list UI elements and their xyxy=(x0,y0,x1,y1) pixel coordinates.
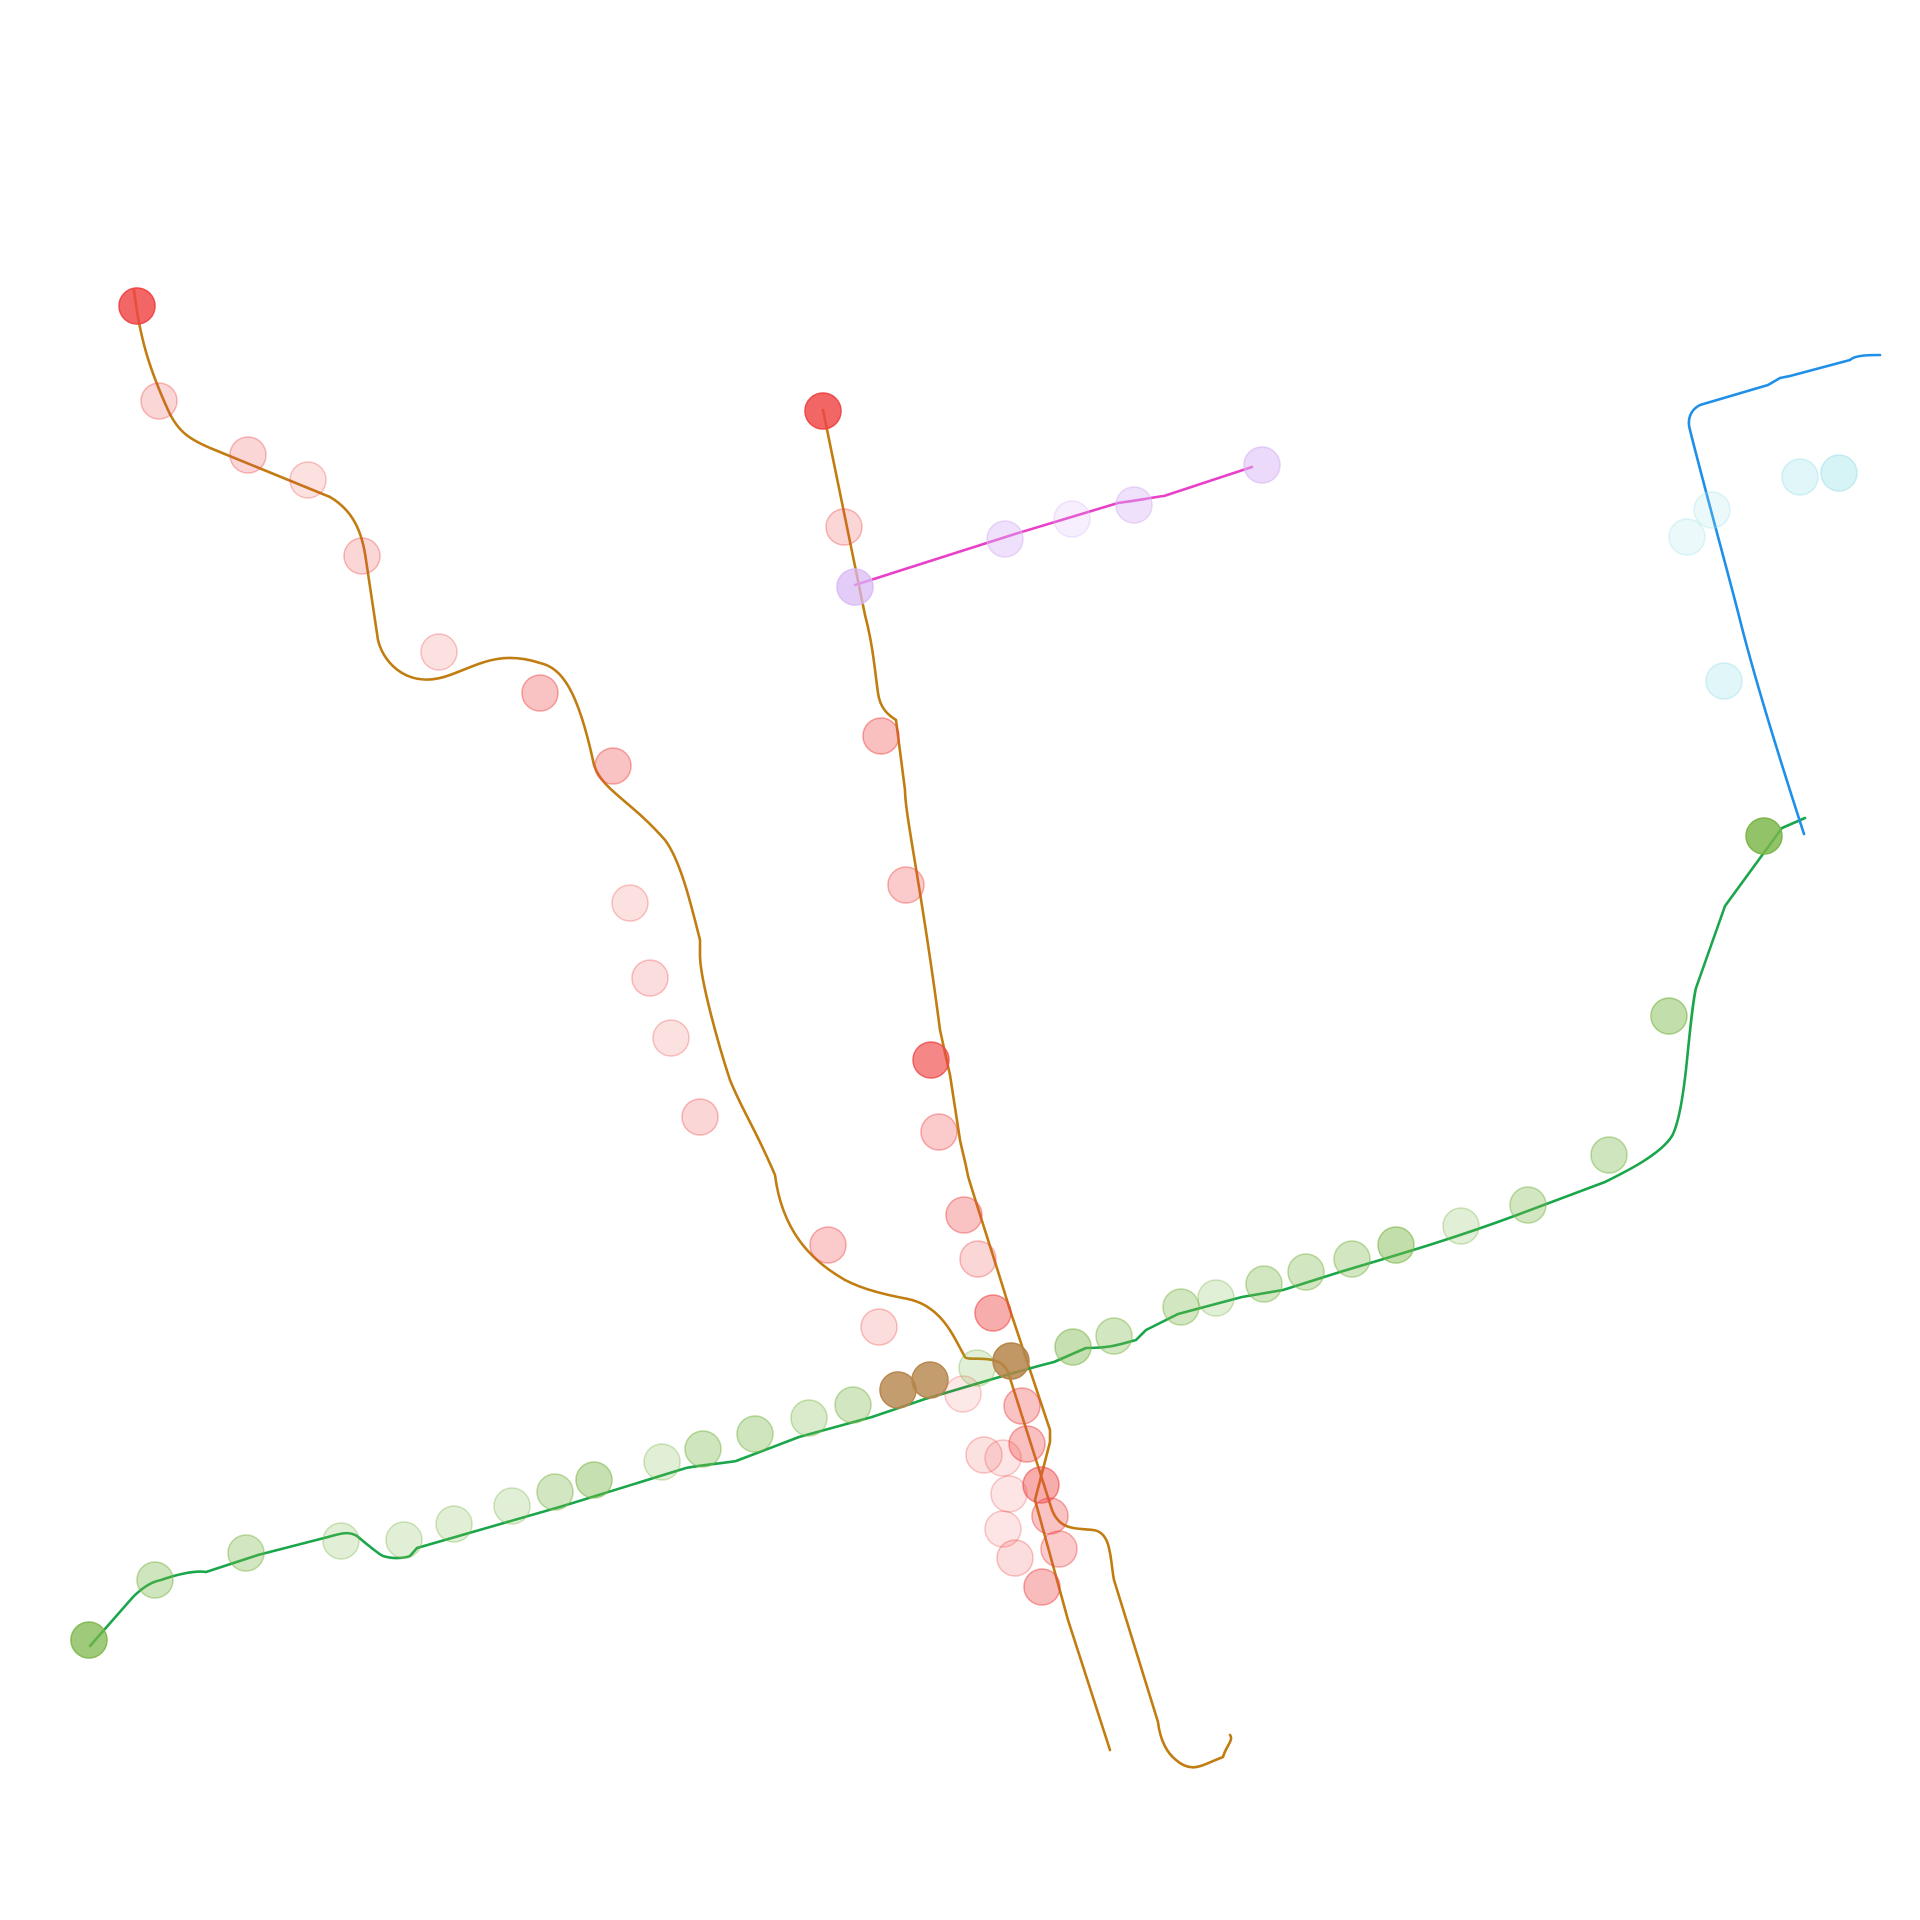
station-marker xyxy=(1162,1288,1200,1326)
station-marker xyxy=(1008,1425,1046,1463)
station-marker xyxy=(631,959,669,997)
station-marker xyxy=(118,287,156,325)
station-marker xyxy=(958,1349,996,1387)
station-marker xyxy=(1095,1317,1133,1355)
station-marker xyxy=(912,1041,950,1079)
station-marker xyxy=(594,747,632,785)
station-marker xyxy=(70,1621,108,1659)
station-marker xyxy=(1820,454,1858,492)
station-marker xyxy=(229,436,267,474)
station-marker xyxy=(681,1098,719,1136)
station-marker xyxy=(1781,458,1819,496)
interchange-station-marker xyxy=(992,1342,1030,1380)
station-marker xyxy=(1442,1207,1480,1245)
station-marker xyxy=(984,1510,1022,1548)
station-marker xyxy=(435,1505,473,1543)
station-marker xyxy=(1054,1328,1092,1366)
line-3-route xyxy=(853,465,1254,587)
line-1-north-branch-route xyxy=(821,408,1112,1752)
station-marker xyxy=(959,1240,997,1278)
station-marker xyxy=(986,520,1024,558)
station-marker xyxy=(575,1461,613,1499)
line-1-west-branch-route xyxy=(132,288,1233,1769)
station-marker xyxy=(140,382,178,420)
station-marker xyxy=(684,1430,722,1468)
station-marker xyxy=(736,1415,774,1453)
station-marker xyxy=(1245,1265,1283,1303)
station-marker xyxy=(1243,446,1281,484)
station-marker xyxy=(1053,500,1091,538)
station-marker xyxy=(322,1522,360,1560)
station-marker xyxy=(611,884,649,922)
station-marker xyxy=(790,1399,828,1437)
station-marker xyxy=(1650,997,1688,1035)
station-marker xyxy=(1003,1387,1041,1425)
station-marker xyxy=(945,1196,983,1234)
station-marker xyxy=(1197,1279,1235,1317)
station-marker xyxy=(1705,662,1743,700)
station-marker xyxy=(944,1375,982,1413)
station-marker xyxy=(804,392,842,430)
station-marker xyxy=(860,1308,898,1346)
station-marker xyxy=(1031,1497,1069,1535)
station-marker xyxy=(652,1019,690,1057)
station-marker xyxy=(1333,1240,1371,1278)
station-marker xyxy=(1590,1136,1628,1174)
station-marker xyxy=(996,1539,1034,1577)
station-marker xyxy=(1668,518,1706,556)
station-marker xyxy=(227,1534,265,1572)
station-marker xyxy=(136,1561,174,1599)
station-marker xyxy=(984,1439,1022,1477)
line-2-route xyxy=(88,816,1807,1648)
line-4-route xyxy=(1687,353,1882,836)
station-marker xyxy=(887,866,925,904)
station-marker xyxy=(289,461,327,499)
station-marker xyxy=(521,674,559,712)
station-marker xyxy=(862,717,900,755)
station-marker xyxy=(1693,491,1731,529)
station-marker xyxy=(643,1443,681,1481)
station-marker xyxy=(974,1294,1012,1332)
station-marker xyxy=(990,1475,1028,1513)
station-marker xyxy=(965,1436,1003,1474)
station-marker xyxy=(1040,1530,1078,1568)
station-marker xyxy=(1745,817,1783,855)
station-marker xyxy=(420,633,458,671)
station-marker xyxy=(1287,1253,1325,1291)
station-marker xyxy=(836,568,874,606)
station-marker xyxy=(1022,1466,1060,1504)
interchange-station-marker xyxy=(879,1371,917,1409)
station-marker xyxy=(536,1473,574,1511)
station-marker xyxy=(809,1226,847,1264)
station-marker xyxy=(825,508,863,546)
station-marker xyxy=(1377,1226,1415,1264)
station-marker xyxy=(920,1113,958,1151)
station-marker xyxy=(343,537,381,575)
station-markers xyxy=(70,287,1858,1659)
route-lines xyxy=(88,288,1882,1769)
station-marker xyxy=(493,1487,531,1525)
station-marker xyxy=(1023,1568,1061,1606)
station-marker xyxy=(1115,486,1153,524)
station-marker xyxy=(834,1386,872,1424)
interchange-station-marker xyxy=(911,1361,949,1399)
station-marker xyxy=(1509,1186,1547,1224)
station-marker xyxy=(385,1521,423,1559)
